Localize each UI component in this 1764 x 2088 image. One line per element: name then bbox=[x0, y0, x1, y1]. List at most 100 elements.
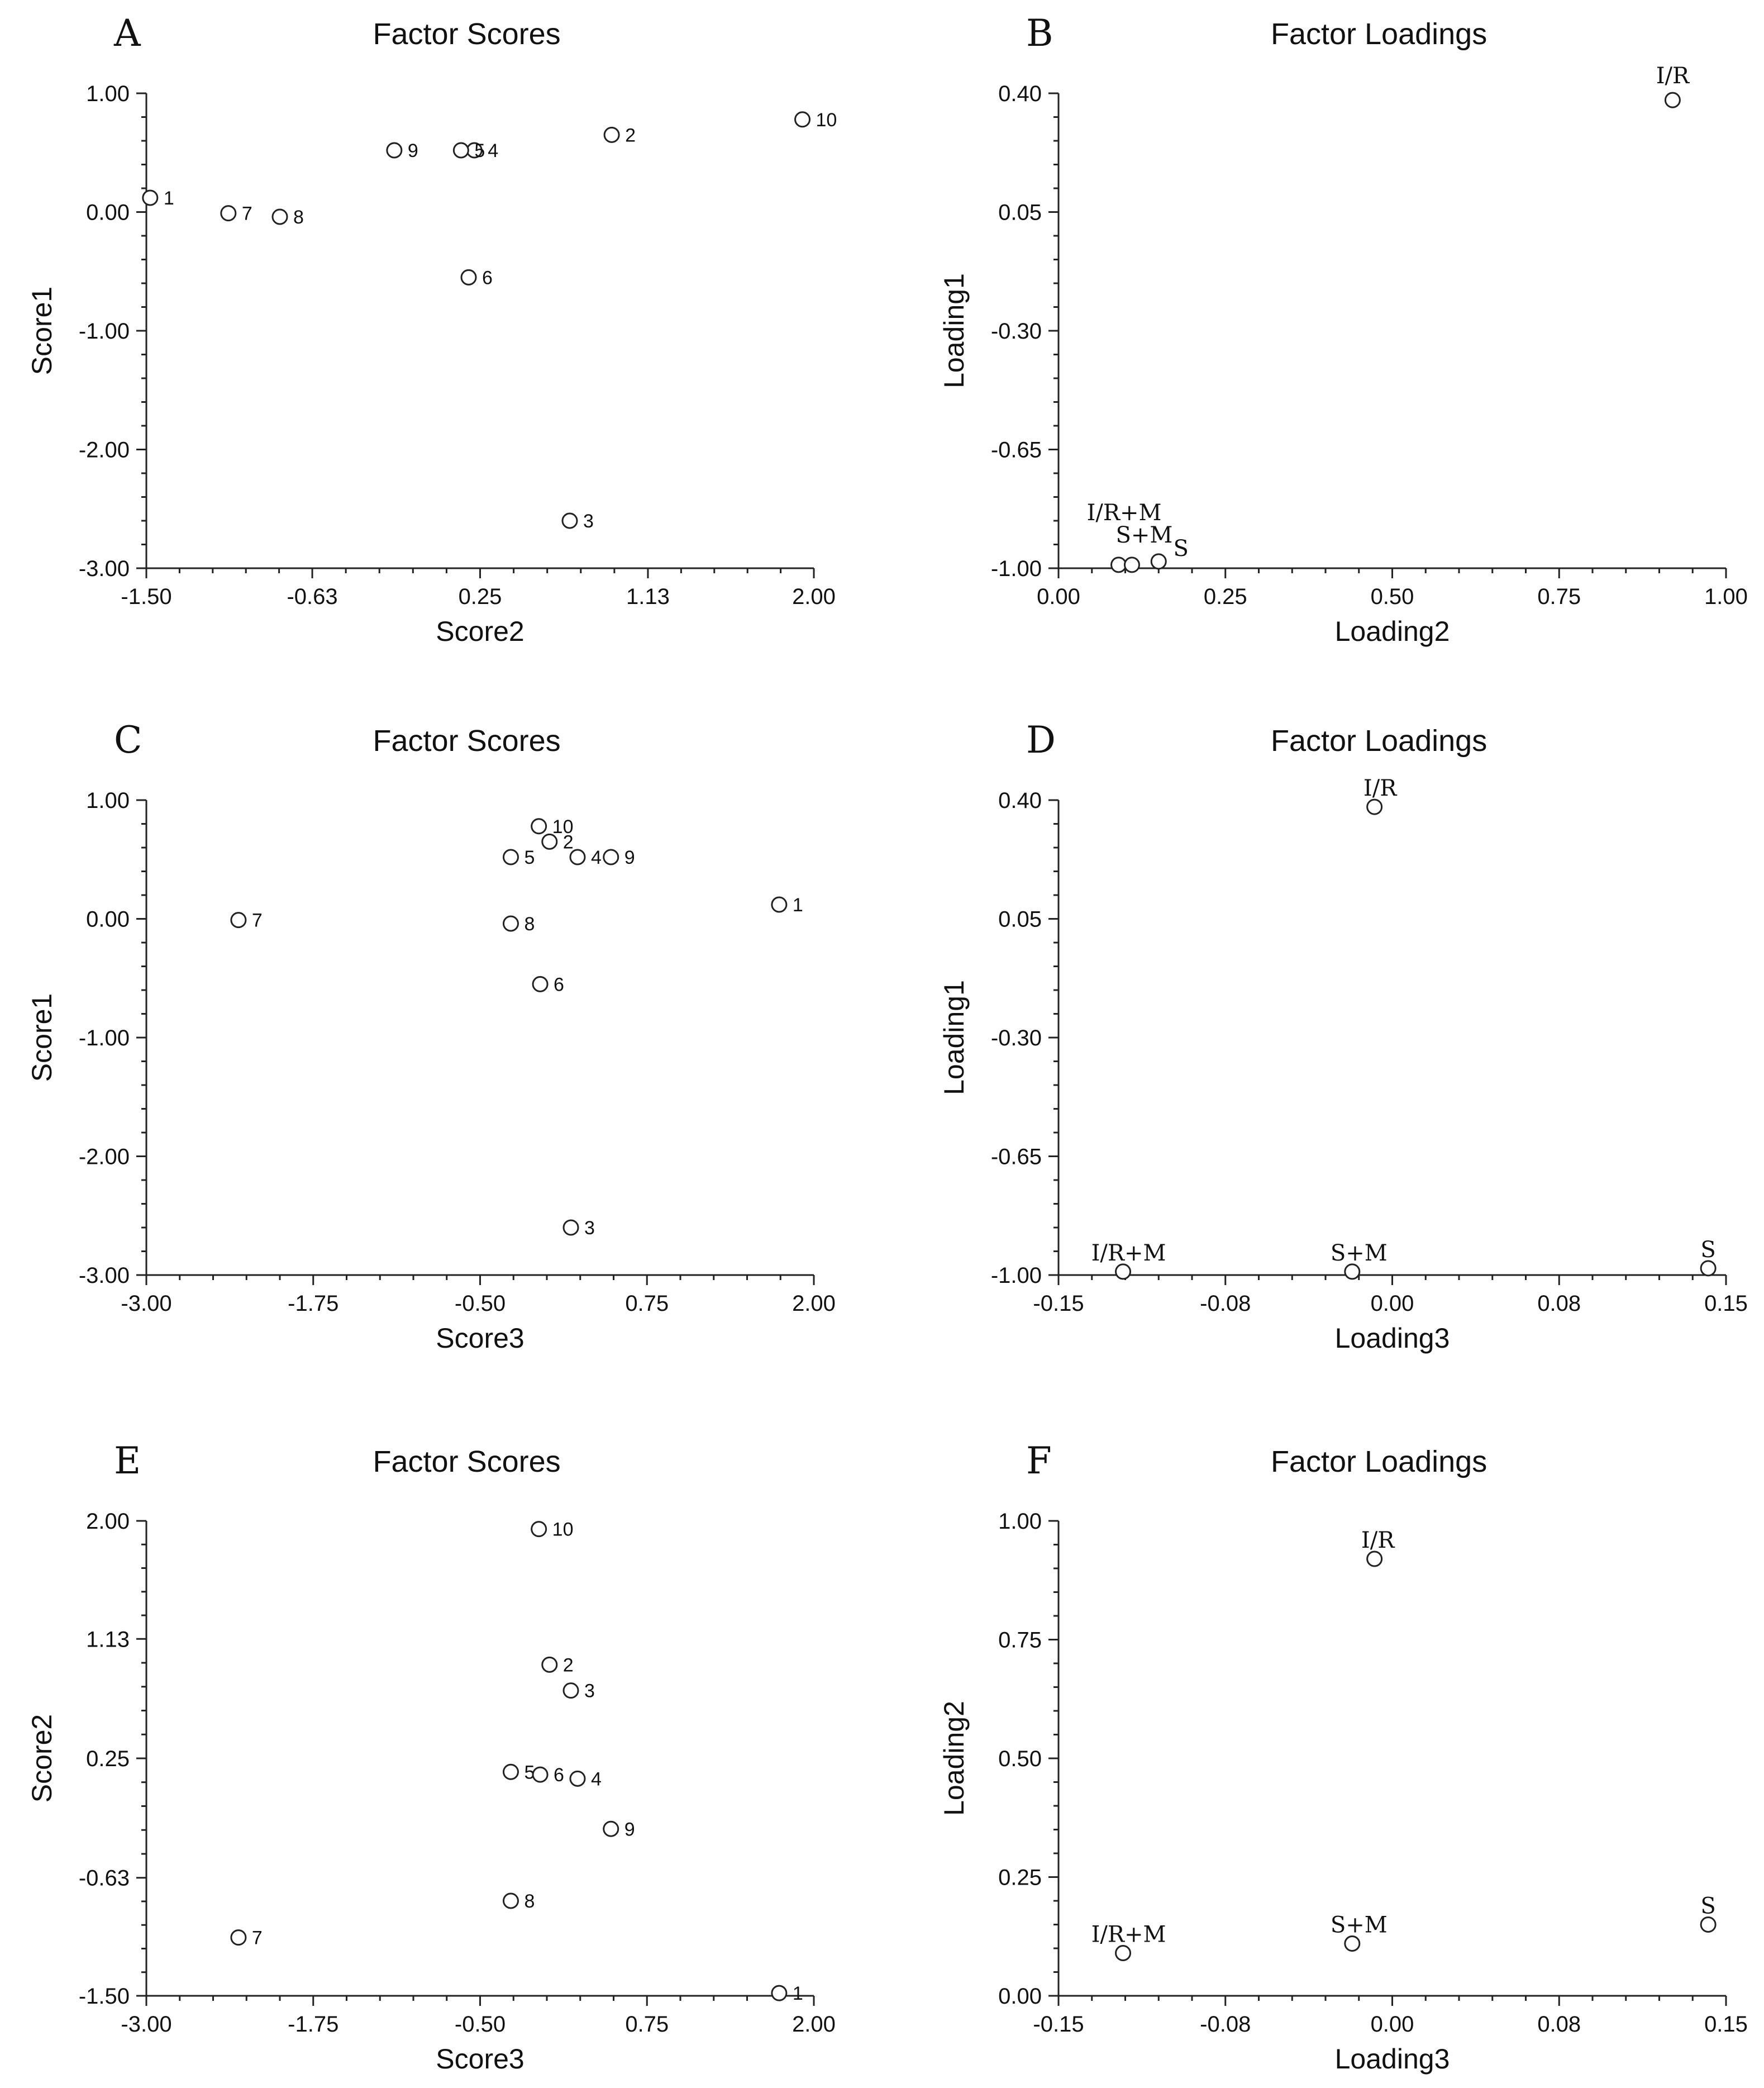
data-point bbox=[1110, 557, 1127, 573]
data-point bbox=[1700, 1916, 1717, 1933]
chart-panel-a: A Factor Scores -1.50 -0.63 0.25 1.13 2.00 -3.0… bbox=[26, 12, 837, 647]
x-tick-label: -3.00 bbox=[121, 2012, 171, 2037]
point-label: 10 bbox=[552, 1519, 574, 1540]
y-tick-label: -1.00 bbox=[991, 1263, 1042, 1288]
chart-panel-d: D Factor Loadings -0.15 -0.08 0.00 0.08 0.15 -1… bbox=[938, 719, 1748, 1354]
data-point bbox=[531, 1521, 547, 1538]
data-point bbox=[531, 818, 547, 835]
panel-letter: F bbox=[1026, 1439, 1052, 1482]
data-point bbox=[1344, 1935, 1361, 1952]
y-tick-label: 1.00 bbox=[998, 1509, 1042, 1534]
panel-letter: C bbox=[114, 719, 142, 762]
data-point bbox=[603, 1820, 619, 1837]
y-tick-label: 0.05 bbox=[998, 907, 1042, 932]
data-point bbox=[561, 512, 578, 529]
x-axis-label: Loading3 bbox=[1335, 1323, 1450, 1354]
data-point bbox=[502, 1892, 519, 1909]
y-tick-label: 0.40 bbox=[998, 788, 1042, 813]
data-point bbox=[142, 189, 159, 206]
data-point bbox=[1664, 92, 1681, 108]
y-axis-label: Loading1 bbox=[938, 980, 970, 1095]
data-point bbox=[603, 126, 620, 143]
y-axis-label: Score1 bbox=[26, 993, 58, 1082]
chart-panel-c: C Factor Scores -3.00 -1.75 -0.50 0.75 2.00 -3.… bbox=[26, 719, 836, 1354]
data-point bbox=[1123, 557, 1140, 573]
y-tick-label: -1.50 bbox=[79, 1984, 130, 2009]
y-tick-label: 0.00 bbox=[86, 201, 130, 225]
data-point bbox=[771, 896, 788, 913]
panel-letter: D bbox=[1026, 719, 1056, 762]
point-label: S+M bbox=[1331, 1913, 1388, 1938]
data-point bbox=[502, 849, 519, 865]
y-tick-label: -0.30 bbox=[991, 319, 1042, 344]
point-label: 2 bbox=[625, 125, 636, 146]
x-tick-label: 0.00 bbox=[1037, 584, 1080, 609]
y-tick-label: -1.00 bbox=[991, 557, 1042, 581]
x-tick-label: 0.00 bbox=[1371, 1291, 1414, 1316]
point-label: I/R+M bbox=[1091, 1240, 1166, 1266]
chart-title: Factor Scores bbox=[373, 724, 561, 758]
chart-title: Factor Loadings bbox=[1271, 724, 1487, 758]
point-label: 4 bbox=[591, 847, 602, 868]
y-axis-label: Score1 bbox=[26, 287, 58, 375]
point-label: 6 bbox=[482, 267, 493, 288]
point-label: S+M bbox=[1116, 522, 1173, 548]
y-tick-label: 1.00 bbox=[86, 788, 130, 813]
point-label: S bbox=[1700, 1237, 1715, 1263]
y-tick-label: 0.50 bbox=[998, 1747, 1042, 1771]
y-tick-label: 0.75 bbox=[998, 1628, 1042, 1653]
data-point bbox=[1366, 1550, 1383, 1567]
y-tick-label: -0.30 bbox=[991, 1026, 1042, 1050]
panel-letter: A bbox=[113, 12, 141, 55]
y-tick-label: 0.00 bbox=[86, 907, 130, 932]
y-tick-label: 0.05 bbox=[998, 201, 1042, 225]
data-point bbox=[532, 976, 549, 992]
point-label: I/R+M bbox=[1087, 500, 1162, 526]
data-point bbox=[230, 912, 247, 929]
x-tick-label: -1.75 bbox=[288, 1291, 339, 1316]
point-label: 3 bbox=[584, 1217, 595, 1239]
x-tick-label: -0.08 bbox=[1200, 1291, 1251, 1316]
x-axis-label: Score3 bbox=[436, 2043, 524, 2075]
point-label: 2 bbox=[563, 1654, 574, 1676]
panel-letter: B bbox=[1026, 12, 1053, 55]
point-label: 9 bbox=[624, 847, 635, 868]
x-axis-label: Score2 bbox=[436, 616, 524, 647]
x-tick-label: 2.00 bbox=[792, 2012, 836, 2037]
point-label: I/R bbox=[1656, 63, 1690, 89]
y-tick-label: -1.00 bbox=[79, 319, 130, 344]
x-tick-label: -3.00 bbox=[121, 1291, 171, 1316]
data-point bbox=[271, 208, 288, 225]
x-tick-label: 0.75 bbox=[625, 1291, 669, 1316]
point-label: S bbox=[1174, 536, 1189, 562]
point-label: I/R+M bbox=[1091, 1922, 1166, 1948]
point-label: 7 bbox=[242, 203, 252, 225]
x-tick-label: -0.50 bbox=[455, 1291, 506, 1316]
data-point bbox=[569, 849, 586, 865]
chart-panel-b: B Factor Loadings 0.00 0.25 0.50 0.75 1.00 -1.0… bbox=[938, 12, 1748, 647]
data-point bbox=[569, 1770, 586, 1787]
data-point bbox=[452, 142, 469, 159]
data-point bbox=[562, 1219, 579, 1236]
point-label: S+M bbox=[1331, 1240, 1388, 1266]
point-label: 8 bbox=[524, 1891, 535, 1912]
x-tick-label: -0.50 bbox=[455, 2012, 506, 2037]
x-tick-label: -1.50 bbox=[121, 584, 171, 609]
point-label: 8 bbox=[524, 914, 535, 935]
y-tick-label: -0.65 bbox=[991, 438, 1042, 463]
x-tick-label: -1.75 bbox=[288, 2012, 339, 2037]
y-tick-label: -3.00 bbox=[79, 557, 130, 581]
x-tick-label: 0.15 bbox=[1704, 2012, 1748, 2037]
y-tick-label: -2.00 bbox=[79, 438, 130, 463]
point-label: 3 bbox=[584, 1681, 595, 1702]
x-tick-label: 0.25 bbox=[1204, 584, 1247, 609]
y-axis-label: Loading1 bbox=[938, 273, 970, 388]
x-tick-label: 0.75 bbox=[625, 2012, 669, 2037]
data-point bbox=[386, 142, 403, 159]
data-point bbox=[794, 111, 811, 128]
point-label: 5 bbox=[524, 847, 535, 868]
x-tick-label: 0.15 bbox=[1704, 1291, 1748, 1316]
x-tick-label: -0.63 bbox=[287, 584, 337, 609]
y-tick-label: -3.00 bbox=[79, 1263, 130, 1288]
point-label: 1 bbox=[793, 1983, 803, 2004]
